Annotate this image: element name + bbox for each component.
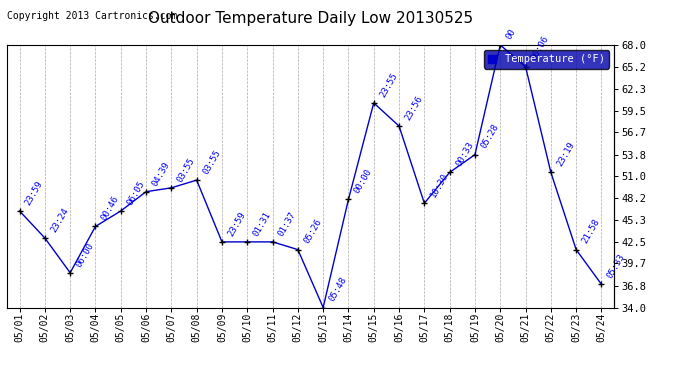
Text: 21:58: 21:58 — [580, 217, 602, 245]
Text: 10:30: 10:30 — [428, 171, 450, 199]
Text: 06:05: 06:05 — [125, 179, 146, 207]
Text: Copyright 2013 Cartronics.com: Copyright 2013 Cartronics.com — [7, 11, 177, 21]
Text: 03:55: 03:55 — [201, 148, 222, 176]
Text: 06:00: 06:00 — [75, 241, 95, 268]
Text: 01:37: 01:37 — [277, 210, 298, 238]
Text: 05:26: 05:26 — [302, 217, 323, 245]
Text: 00:33: 00:33 — [454, 141, 475, 168]
Text: 00:00: 00:00 — [353, 168, 374, 195]
Text: 03:55: 03:55 — [175, 156, 197, 184]
Text: 00:46: 00:46 — [99, 195, 121, 222]
Text: 05:33: 05:33 — [606, 252, 627, 280]
Text: 23:24: 23:24 — [49, 206, 70, 234]
Text: 23:59: 23:59 — [23, 179, 45, 207]
Text: Outdoor Temperature Daily Low 20130525: Outdoor Temperature Daily Low 20130525 — [148, 11, 473, 26]
Text: 01:31: 01:31 — [251, 210, 273, 238]
Text: 04:39: 04:39 — [150, 160, 171, 188]
Text: 00: 00 — [504, 27, 518, 41]
Text: 23:19: 23:19 — [555, 141, 576, 168]
Text: 23:55: 23:55 — [378, 71, 399, 99]
Text: 23:59: 23:59 — [226, 210, 247, 238]
Text: 06:06: 06:06 — [530, 34, 551, 63]
Text: 05:48: 05:48 — [327, 276, 348, 303]
Legend: Temperature (°F): Temperature (°F) — [484, 50, 609, 69]
Text: 05:28: 05:28 — [479, 123, 500, 150]
Text: 23:56: 23:56 — [403, 94, 424, 122]
